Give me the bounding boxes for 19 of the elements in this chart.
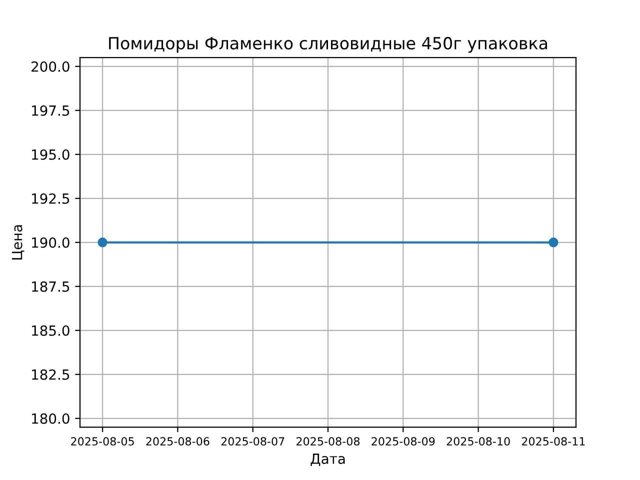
x-tick-label: 2025-08-06 — [146, 437, 210, 446]
x-tick-label: 2025-08-10 — [446, 437, 510, 446]
y-tick-label: 185.0 — [32, 325, 70, 336]
x-tick-label: 2025-08-09 — [372, 437, 435, 446]
x-tick-label: 2025-08-05 — [71, 437, 134, 446]
y-tick-label: 182.5 — [32, 369, 70, 380]
x-tick-label: 2025-08-07 — [221, 437, 284, 446]
y-tick-label: 192.5 — [32, 193, 70, 204]
x-axis-title: Дата — [310, 454, 345, 466]
y-tick-label: 197.5 — [32, 105, 70, 116]
x-tick-label: 2025-08-11 — [522, 437, 585, 446]
y-tick-label: 195.0 — [32, 149, 70, 160]
y-tick-label: 180.0 — [32, 413, 70, 424]
y-tick-label: 190.0 — [32, 237, 70, 248]
y-tick-label: 187.5 — [32, 281, 70, 292]
chart-title: Помидоры Фламенко сливовидные 450г упаковка — [109, 36, 548, 53]
y-tick-label: 200.0 — [32, 61, 70, 72]
y-axis-title: Цена — [12, 225, 24, 260]
x-tick-label: 2025-08-08 — [296, 437, 360, 446]
